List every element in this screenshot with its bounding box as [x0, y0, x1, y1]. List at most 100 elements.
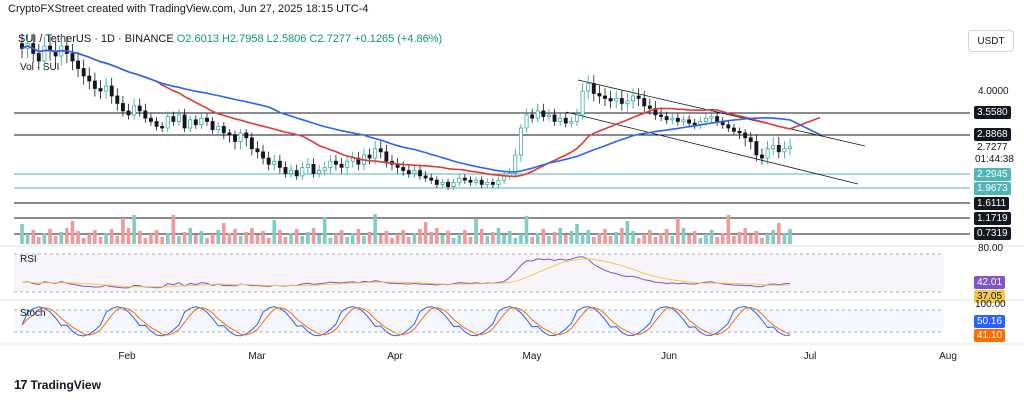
- candle-body: [266, 157, 271, 165]
- candle-body: [328, 160, 333, 168]
- candle-body: [715, 116, 720, 122]
- candle-body: [104, 85, 109, 92]
- volume-bar: [597, 233, 602, 244]
- change-value: +0.1265 (+4.86%): [354, 33, 443, 45]
- volume-bar: [390, 238, 394, 244]
- tradingview-logo[interactable]: 17 TradingView: [14, 377, 101, 392]
- volume-bar: [429, 232, 434, 244]
- volume-bar: [676, 218, 680, 244]
- candle-body: [703, 117, 708, 122]
- volume-bar: [648, 230, 652, 244]
- stoch-d-line: [21, 306, 791, 336]
- volume-bar: [244, 232, 249, 244]
- volume-bar: [115, 236, 120, 244]
- volume-bar: [463, 230, 467, 244]
- channel-lower-line: [565, 111, 859, 185]
- volume-bar: [294, 229, 299, 244]
- candle-body: [496, 179, 501, 185]
- tradingview-logo-text: TradingView: [30, 377, 101, 392]
- candle-body: [412, 170, 417, 175]
- candle-body: [423, 175, 428, 179]
- x-tick-aug: Aug: [939, 351, 957, 362]
- level-tag-1967: 1.9673: [974, 182, 1011, 195]
- volume-bar: [479, 229, 484, 244]
- level-tag-2886: 2.8868: [974, 128, 1011, 141]
- candle-body: [238, 132, 243, 142]
- candle-body: [188, 119, 193, 129]
- candle-body: [76, 60, 81, 69]
- volume-bar: [474, 219, 478, 244]
- volume-bar: [401, 230, 405, 244]
- candle-body: [300, 167, 305, 177]
- volume-bar: [132, 215, 136, 244]
- volume-bar: [87, 234, 92, 244]
- volume-bar: [222, 223, 226, 244]
- candle-body: [597, 93, 602, 97]
- candle-body: [154, 121, 159, 127]
- currency-button[interactable]: USDT: [968, 30, 1014, 52]
- volume-bar: [603, 229, 607, 244]
- candle-body: [143, 110, 148, 119]
- candle-body: [92, 80, 97, 89]
- volume-bar: [70, 221, 75, 244]
- candle-body: [350, 157, 355, 162]
- stoch-label: Stoch: [20, 308, 46, 319]
- volume-bar: [765, 234, 770, 244]
- volume-bar: [776, 223, 781, 244]
- volume-bar: [586, 230, 590, 244]
- volume-bar: [104, 233, 108, 244]
- volume-bar: [743, 228, 747, 244]
- candle-body: [132, 105, 137, 116]
- stoch-k-tag: 50.16: [974, 315, 1006, 328]
- volume-bar: [25, 234, 30, 244]
- volume-bar: [177, 236, 181, 244]
- candle-body: [687, 119, 692, 124]
- candle-body: [244, 132, 249, 139]
- candle-body: [42, 45, 47, 62]
- candle-body: [670, 117, 675, 121]
- volume-bar: [625, 221, 630, 244]
- candle-body: [255, 148, 260, 153]
- candle-body: [664, 116, 669, 121]
- stoch-d-tag: 41.10: [974, 329, 1006, 342]
- candle-body: [70, 53, 75, 62]
- candle-body: [490, 181, 495, 185]
- volume-bar: [160, 237, 164, 244]
- candle-body: [586, 83, 591, 92]
- volume-bar: [345, 237, 349, 244]
- volume-bar: [698, 238, 703, 244]
- volume-bar: [771, 230, 775, 244]
- volume-bar: [614, 232, 619, 244]
- x-tick-feb: Feb: [118, 351, 136, 362]
- candle-body: [87, 75, 92, 82]
- tradingview-logo-icon: 17: [14, 377, 28, 392]
- volume-bar: [737, 232, 742, 244]
- volume-bar: [306, 232, 310, 244]
- candle-body: [709, 116, 714, 119]
- candle-body: [401, 167, 406, 171]
- candle-body: [356, 157, 361, 165]
- volume-bar: [659, 233, 663, 244]
- rsi-band: [14, 254, 944, 292]
- x-tick-may: May: [522, 351, 542, 362]
- horizontal-levels: [14, 112, 970, 235]
- volume-bar: [255, 235, 260, 244]
- candle-body: [199, 117, 204, 126]
- candle-body: [115, 95, 120, 104]
- volume-bars: [20, 214, 792, 244]
- volume-bar: [446, 231, 450, 244]
- candle-body: [277, 160, 282, 168]
- candle-body: [429, 177, 434, 181]
- volume-bar: [687, 235, 691, 244]
- candle-body: [743, 132, 748, 139]
- volume-bar: [670, 236, 675, 244]
- volume-bar: [524, 216, 529, 244]
- ma-red-line: [21, 45, 821, 178]
- candle-body: [305, 163, 310, 168]
- candle-body: [367, 154, 372, 159]
- candle-body: [563, 117, 568, 124]
- volume-bar: [608, 236, 613, 244]
- volume-bar: [93, 230, 97, 244]
- volume-bar: [692, 231, 697, 244]
